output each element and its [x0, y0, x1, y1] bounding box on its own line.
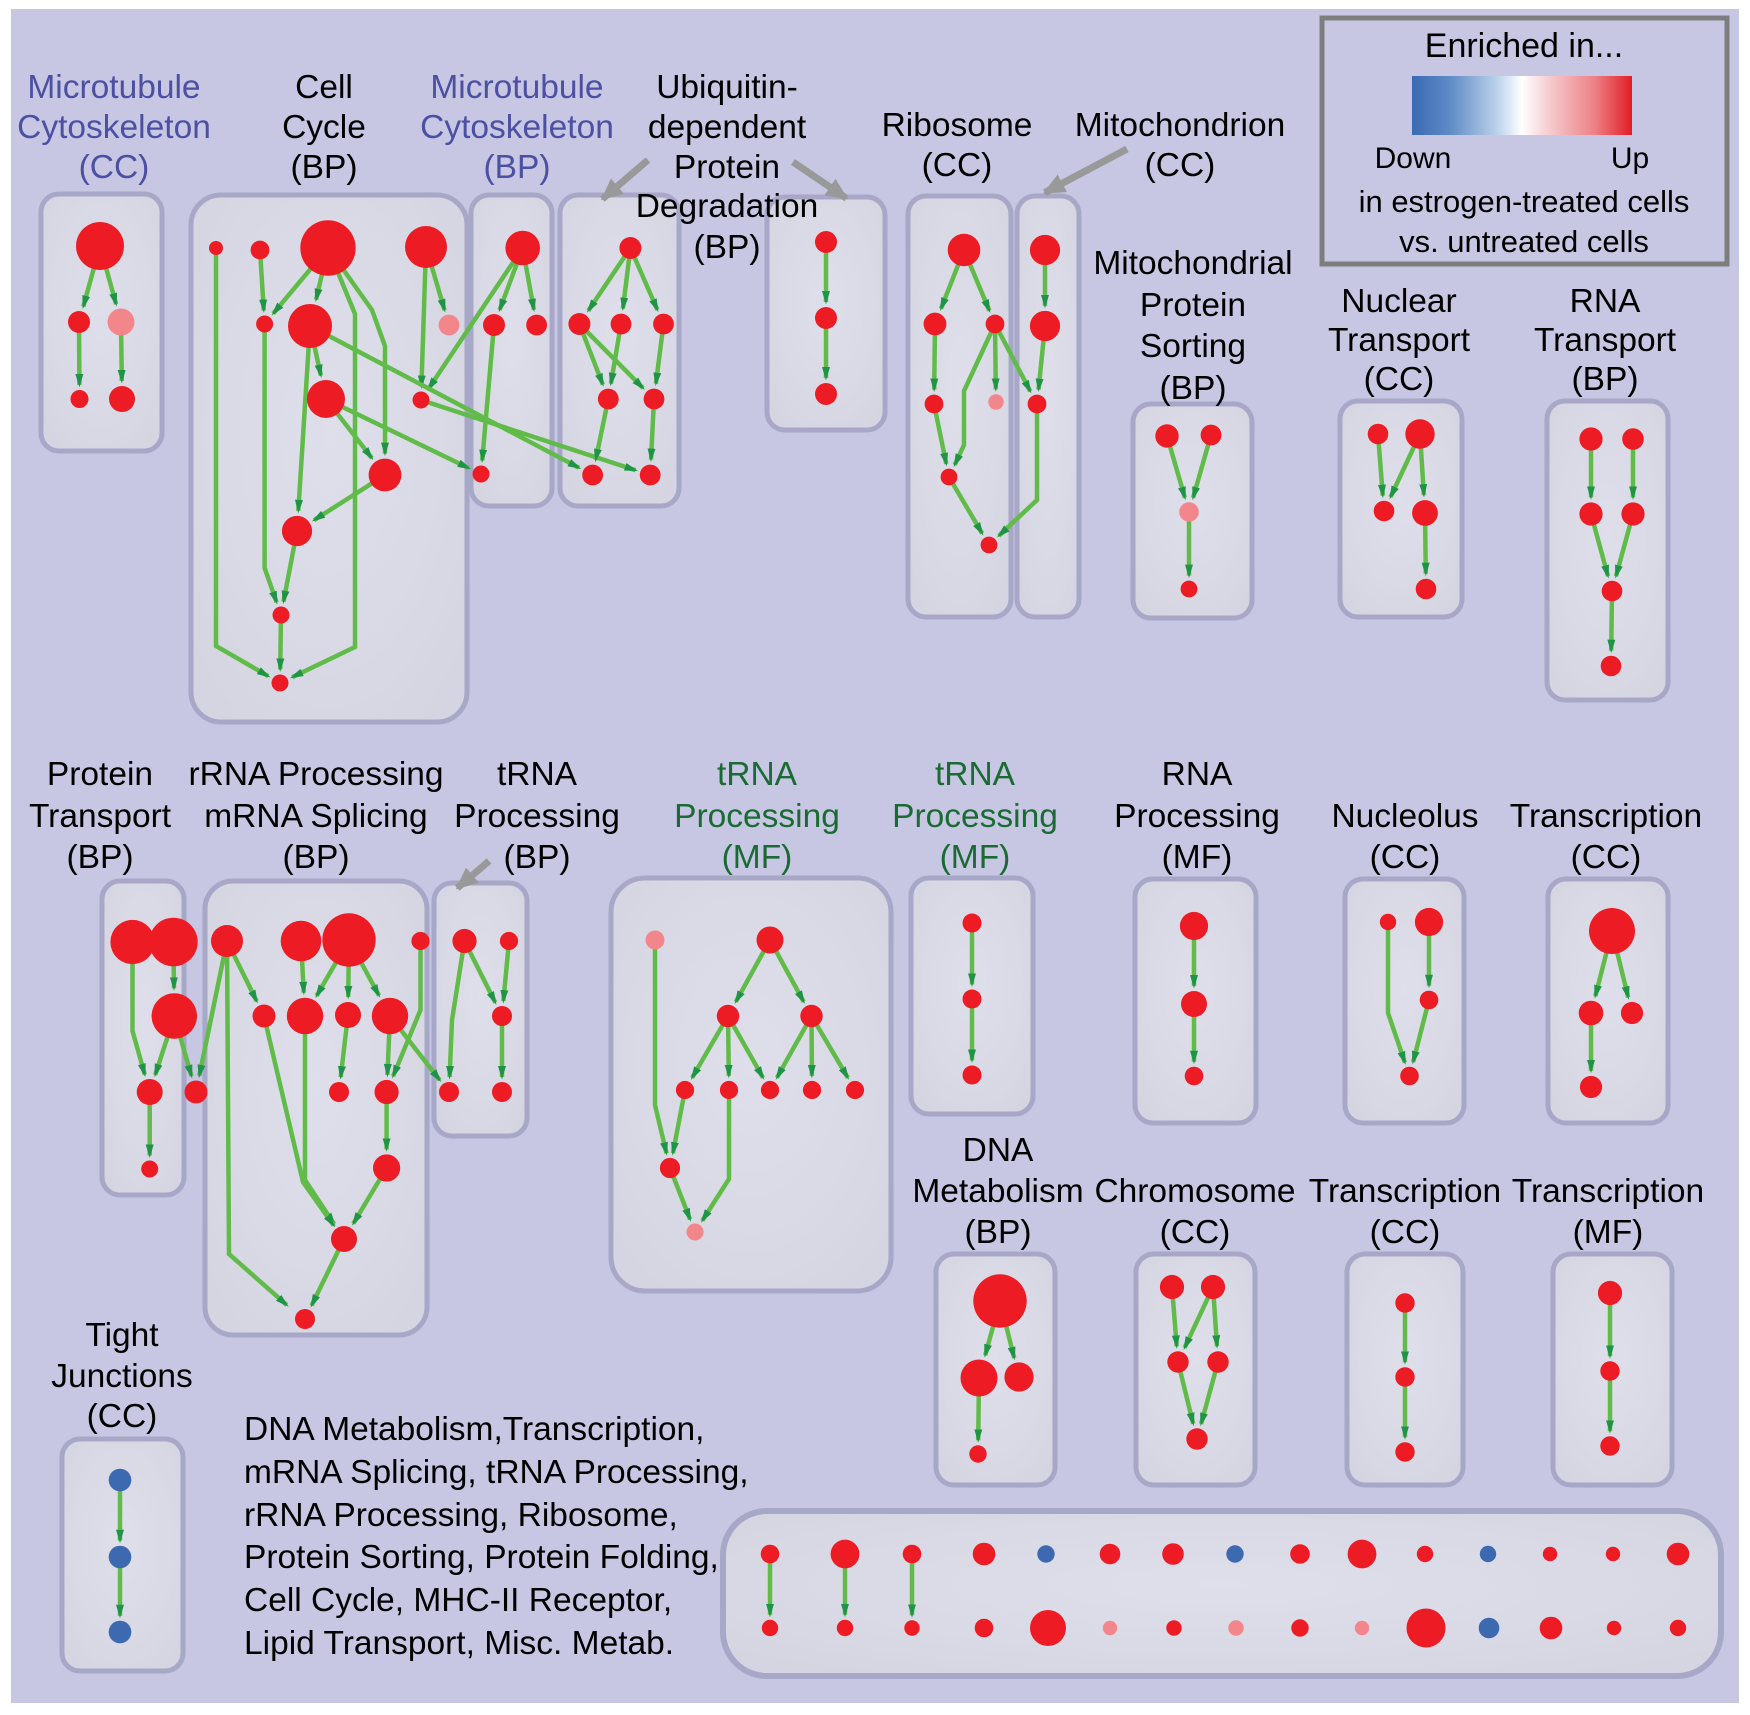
- svg-text:(CC): (CC): [922, 147, 993, 184]
- svg-text:mRNA Splicing: mRNA Splicing: [204, 798, 427, 835]
- svg-text:(BP): (BP): [965, 1214, 1032, 1251]
- svg-text:(MF): (MF): [1573, 1214, 1644, 1251]
- svg-text:Up: Up: [1611, 142, 1649, 175]
- svg-text:Processing: Processing: [454, 798, 620, 835]
- svg-text:(BP): (BP): [504, 839, 571, 876]
- svg-text:Lipid Transport, Misc. Metab.: Lipid Transport, Misc. Metab.: [244, 1625, 674, 1662]
- svg-text:Protein: Protein: [47, 756, 153, 793]
- svg-text:tRNA: tRNA: [935, 756, 1016, 793]
- svg-text:(MF): (MF): [940, 839, 1011, 876]
- svg-text:(CC): (CC): [1145, 147, 1216, 184]
- svg-text:Enriched in...: Enriched in...: [1425, 27, 1623, 65]
- svg-text:(CC): (CC): [87, 1398, 158, 1435]
- svg-text:Transport: Transport: [1534, 322, 1677, 359]
- svg-text:Cell Cycle, MHC-II Receptor,: Cell Cycle, MHC-II Receptor,: [244, 1582, 672, 1619]
- svg-text:DNA Metabolism,Transcription,: DNA Metabolism,Transcription,: [244, 1411, 704, 1448]
- svg-text:Transcription: Transcription: [1510, 798, 1702, 835]
- svg-text:Processing: Processing: [892, 798, 1058, 835]
- svg-text:RNA: RNA: [1570, 283, 1641, 320]
- svg-text:tRNA: tRNA: [497, 756, 578, 793]
- svg-text:vs. untreated cells: vs. untreated cells: [1399, 224, 1649, 259]
- svg-text:Cell: Cell: [295, 69, 353, 106]
- svg-text:mRNA Splicing, tRNA Processing: mRNA Splicing, tRNA Processing,: [244, 1454, 749, 1491]
- svg-text:(CC): (CC): [79, 149, 150, 186]
- svg-text:Chromosome: Chromosome: [1094, 1173, 1295, 1210]
- svg-text:Nucleolus: Nucleolus: [1331, 798, 1478, 835]
- svg-text:(BP): (BP): [291, 149, 358, 186]
- svg-text:Cytoskeleton: Cytoskeleton: [17, 109, 211, 146]
- svg-text:tRNA: tRNA: [717, 756, 798, 793]
- svg-text:Transport: Transport: [29, 798, 172, 835]
- svg-text:RNA: RNA: [1162, 756, 1233, 793]
- svg-text:Mitochondrial: Mitochondrial: [1093, 245, 1292, 282]
- svg-text:Down: Down: [1375, 142, 1452, 175]
- svg-text:Protein: Protein: [674, 149, 780, 186]
- svg-text:Ubiquitin-: Ubiquitin-: [656, 69, 798, 106]
- svg-text:Protein: Protein: [1140, 287, 1246, 324]
- svg-text:(CC): (CC): [1364, 361, 1435, 398]
- svg-text:DNA: DNA: [963, 1132, 1034, 1169]
- svg-text:dependent: dependent: [648, 109, 807, 146]
- svg-text:Cytoskeleton: Cytoskeleton: [420, 109, 614, 146]
- svg-text:(CC): (CC): [1160, 1214, 1231, 1251]
- svg-text:Ribosome: Ribosome: [882, 107, 1033, 144]
- svg-text:Tight: Tight: [85, 1317, 159, 1354]
- svg-text:Microtubule: Microtubule: [27, 69, 200, 106]
- svg-text:(BP): (BP): [1572, 361, 1639, 398]
- svg-text:rRNA Processing: rRNA Processing: [188, 756, 443, 793]
- svg-text:Transcription: Transcription: [1309, 1173, 1501, 1210]
- svg-text:Mitochondrion: Mitochondrion: [1075, 107, 1285, 144]
- svg-text:Metabolism: Metabolism: [912, 1173, 1083, 1210]
- svg-text:Junctions: Junctions: [51, 1358, 193, 1395]
- svg-text:(BP): (BP): [694, 229, 761, 266]
- svg-text:in estrogen-treated cells: in estrogen-treated cells: [1359, 184, 1690, 219]
- svg-text:(CC): (CC): [1370, 1214, 1441, 1251]
- svg-text:(MF): (MF): [1162, 839, 1233, 876]
- svg-text:rRNA Processing, Ribosome,: rRNA Processing, Ribosome,: [244, 1497, 678, 1534]
- svg-text:Nuclear: Nuclear: [1341, 283, 1456, 320]
- svg-text:Cycle: Cycle: [282, 109, 366, 146]
- svg-text:(BP): (BP): [484, 149, 551, 186]
- svg-text:(MF): (MF): [722, 839, 793, 876]
- svg-text:Transcription: Transcription: [1512, 1173, 1704, 1210]
- svg-text:Degradation: Degradation: [636, 188, 819, 225]
- svg-text:Sorting: Sorting: [1140, 328, 1246, 365]
- svg-text:(BP): (BP): [1160, 370, 1227, 407]
- svg-text:Transport: Transport: [1328, 322, 1471, 359]
- svg-text:Protein Sorting, Protein Foldi: Protein Sorting, Protein Folding,: [244, 1539, 719, 1576]
- svg-text:(BP): (BP): [283, 839, 350, 876]
- svg-text:(CC): (CC): [1571, 839, 1642, 876]
- svg-text:(CC): (CC): [1370, 839, 1441, 876]
- svg-text:Processing: Processing: [674, 798, 840, 835]
- svg-text:Microtubule: Microtubule: [430, 69, 603, 106]
- svg-text:Processing: Processing: [1114, 798, 1280, 835]
- svg-text:(BP): (BP): [67, 839, 134, 876]
